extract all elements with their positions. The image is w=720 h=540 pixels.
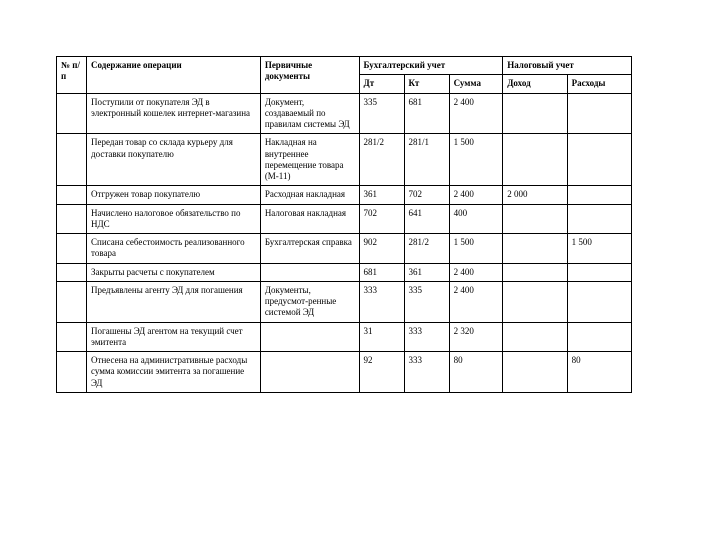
col-desc: Содержание операции [87,57,261,94]
cell-desc: Погашены ЭД агентом на текущий счет эмит… [87,322,261,352]
cell-expense: 80 [567,352,631,393]
cell-income [503,263,567,281]
cell-desc: Отнесена на административные расходы сум… [87,352,261,393]
cell-sum: 1 500 [449,134,503,186]
cell-num [57,186,87,204]
cell-expense [567,93,631,134]
cell-kt: 702 [404,186,449,204]
col-dt: Дт [359,75,404,93]
table-row: Закрыты расчеты с покупателем 6813612 400 [57,263,632,281]
cell-desc: Закрыты расчеты с покупателем [87,263,261,281]
cell-num [57,352,87,393]
table-row: Передан товар со склада курьеру для дост… [57,134,632,186]
cell-docs [260,352,359,393]
table-row: Погашены ЭД агентом на текущий счет эмит… [57,322,632,352]
cell-income [503,322,567,352]
cell-expense [567,204,631,234]
col-expense: Расходы [567,75,631,93]
cell-num [57,93,87,134]
cell-sum: 80 [449,352,503,393]
cell-desc: Передан товар со склада курьеру для дост… [87,134,261,186]
cell-docs: Документы, предусмот-ренные системой ЭД [260,281,359,322]
cell-kt: 281/1 [404,134,449,186]
col-income: Доход [503,75,567,93]
col-sum: Сумма [449,75,503,93]
cell-dt: 681 [359,263,404,281]
cell-num [57,234,87,264]
table-row: Отгружен товар покупателюРасходная накла… [57,186,632,204]
cell-sum: 2 400 [449,186,503,204]
cell-docs [260,263,359,281]
table-row: Предъявлены агенту ЭД для погашенияДокум… [57,281,632,322]
cell-docs: Налоговая накладная [260,204,359,234]
cell-expense: 1 500 [567,234,631,264]
col-docs: Первичные документы [260,57,359,94]
cell-income: 2 000 [503,186,567,204]
cell-kt: 333 [404,322,449,352]
cell-sum: 2 320 [449,322,503,352]
cell-dt: 92 [359,352,404,393]
cell-dt: 333 [359,281,404,322]
cell-expense [567,263,631,281]
cell-expense [567,322,631,352]
cell-dt: 361 [359,186,404,204]
cell-desc: Начислено налоговое обязательство по НДС [87,204,261,234]
cell-kt: 335 [404,281,449,322]
cell-dt: 281/2 [359,134,404,186]
cell-expense [567,281,631,322]
cell-income [503,234,567,264]
cell-income [503,352,567,393]
cell-sum: 400 [449,204,503,234]
cell-dt: 702 [359,204,404,234]
cell-desc: Отгружен товар покупателю [87,186,261,204]
cell-num [57,134,87,186]
cell-dt: 31 [359,322,404,352]
cell-sum: 2 400 [449,263,503,281]
cell-dt: 902 [359,234,404,264]
cell-kt: 641 [404,204,449,234]
cell-income [503,281,567,322]
cell-kt: 681 [404,93,449,134]
cell-desc: Списана себестоимость реализованного тов… [87,234,261,264]
cell-kt: 361 [404,263,449,281]
col-num: № п/п [57,57,87,94]
col-kt: Кт [404,75,449,93]
cell-income [503,134,567,186]
accounting-table: № п/п Содержание операции Первичные доку… [56,56,632,393]
cell-desc: Поступили от покупателя ЭД в электронный… [87,93,261,134]
cell-docs [260,322,359,352]
cell-num [57,322,87,352]
cell-num [57,263,87,281]
cell-docs: Документ, создаваемый по правилам систем… [260,93,359,134]
col-acct: Бухгалтерский учет [359,57,503,75]
cell-income [503,93,567,134]
cell-desc: Предъявлены агенту ЭД для погашения [87,281,261,322]
table-row: Отнесена на административные расходы сум… [57,352,632,393]
cell-docs: Расходная накладная [260,186,359,204]
cell-docs: Бухгалтерская справка [260,234,359,264]
cell-sum: 2 400 [449,281,503,322]
table-row: Списана себестоимость реализованного тов… [57,234,632,264]
cell-num [57,204,87,234]
cell-sum: 1 500 [449,234,503,264]
table-row: Поступили от покупателя ЭД в электронный… [57,93,632,134]
cell-income [503,204,567,234]
cell-num [57,281,87,322]
cell-kt: 333 [404,352,449,393]
cell-kt: 281/2 [404,234,449,264]
cell-dt: 335 [359,93,404,134]
cell-expense [567,186,631,204]
cell-expense [567,134,631,186]
table-row: Начислено налоговое обязательство по НДС… [57,204,632,234]
cell-docs: Накладная на внутреннее перемещение това… [260,134,359,186]
cell-sum: 2 400 [449,93,503,134]
col-tax: Налоговый учет [503,57,632,75]
